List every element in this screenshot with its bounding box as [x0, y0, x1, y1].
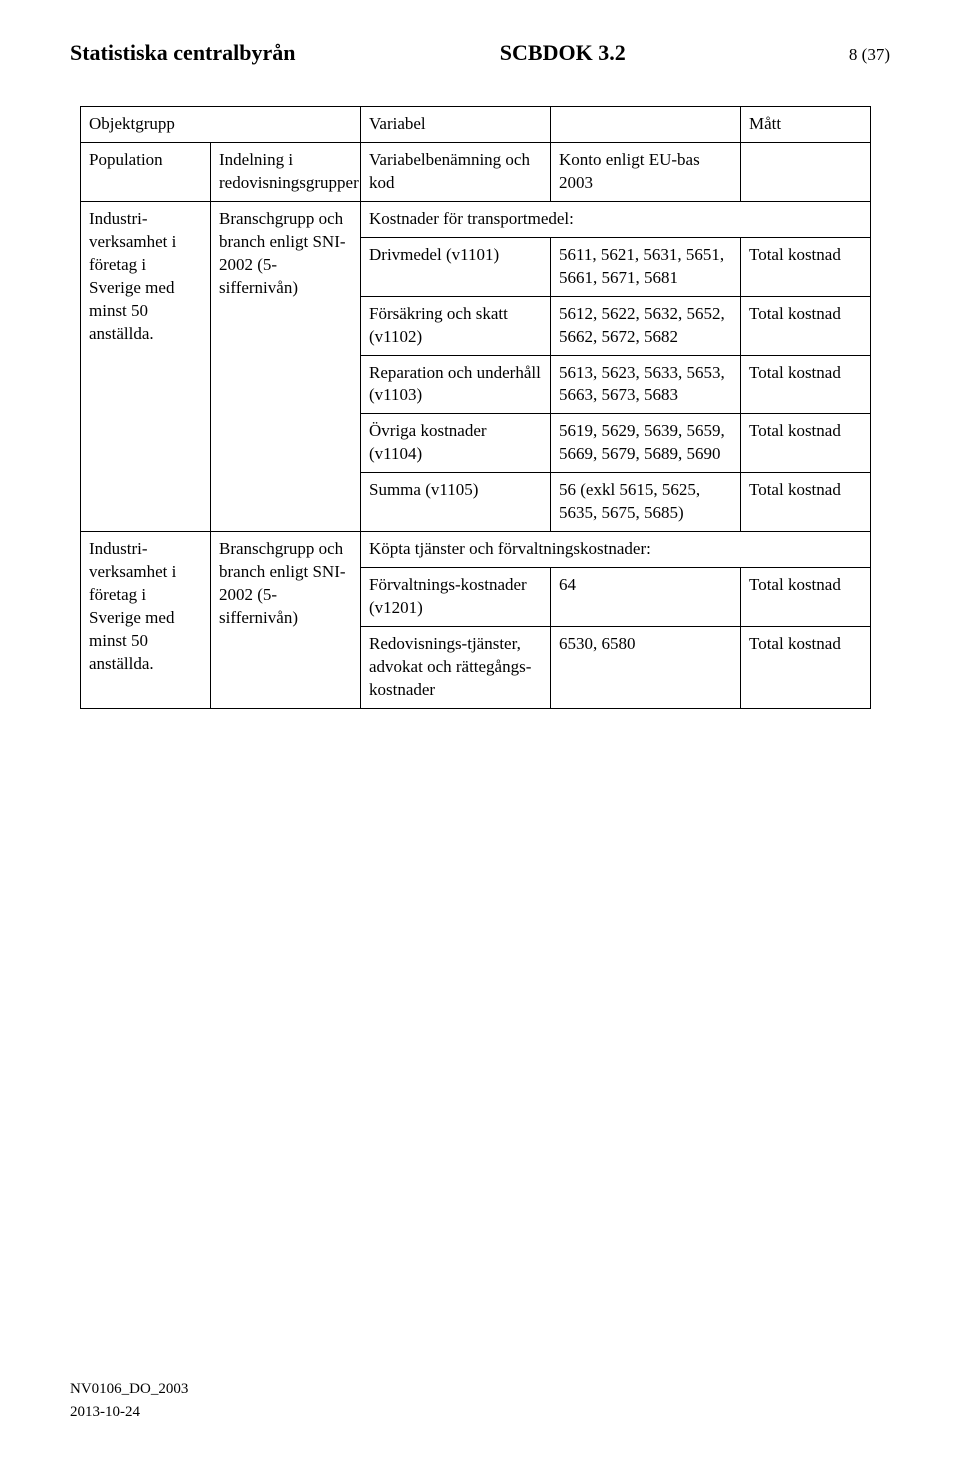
cell-matt: Total kostnad — [741, 626, 871, 708]
group2-population: Industri-verksamhet i företag i Sverige … — [81, 532, 211, 709]
table-title-row: Objektgrupp Variabel Mått — [81, 107, 871, 143]
header-left: Statistiska centralbyrån — [70, 40, 296, 66]
footer-date: 2013-10-24 — [70, 1401, 188, 1424]
group1-title-row: Industri-verksamhet i företag i Sverige … — [81, 201, 871, 237]
page: Statistiska centralbyrån SCBDOK 3.2 8 (3… — [0, 0, 960, 1463]
cell-matt: Total kostnad — [741, 296, 871, 355]
cell-var: Försäkring och skatt (v1102) — [361, 296, 551, 355]
cell-var: Reparation och underhåll (v1103) — [361, 355, 551, 414]
cell-matt: Total kostnad — [741, 355, 871, 414]
cell-konto: 64 — [551, 568, 741, 627]
page-header: Statistiska centralbyrån SCBDOK 3.2 8 (3… — [70, 40, 890, 66]
cell-matt: Total kostnad — [741, 568, 871, 627]
footer-doc-id: NV0106_DO_2003 — [70, 1378, 188, 1401]
group2-indelning: Branschgrupp och branch enligt SNI-2002 … — [211, 532, 361, 709]
header-center: SCBDOK 3.2 — [296, 40, 831, 66]
cell-konto: 56 (exkl 5615, 5625, 5635, 5675, 5685) — [551, 473, 741, 532]
cell-konto: 5619, 5629, 5639, 5659, 5669, 5679, 5689… — [551, 414, 741, 473]
sub-indelning: Indelning i redovisningsgrupper — [211, 142, 361, 201]
group1-population: Industri-verksamhet i företag i Sverige … — [81, 201, 211, 531]
cell-var: Drivmedel (v1101) — [361, 237, 551, 296]
th-objektgrupp: Objektgrupp — [81, 107, 361, 143]
sub-varbenamning: Variabelbenämning och kod — [361, 142, 551, 201]
cell-konto: 5611, 5621, 5631, 5651, 5661, 5671, 5681 — [551, 237, 741, 296]
cell-konto: 5612, 5622, 5632, 5652, 5662, 5672, 5682 — [551, 296, 741, 355]
group1-section-title: Kostnader för transportmedel: — [361, 201, 871, 237]
th-matt: Mått — [741, 107, 871, 143]
cell-matt: Total kostnad — [741, 473, 871, 532]
group2-title-row: Industri-verksamhet i företag i Sverige … — [81, 532, 871, 568]
cell-konto: 5613, 5623, 5633, 5653, 5663, 5673, 5683 — [551, 355, 741, 414]
header-right: 8 (37) — [830, 45, 890, 65]
group2-section-title: Köpta tjänster och förvaltningskostnader… — [361, 532, 871, 568]
main-table: Objektgrupp Variabel Mått Population Ind… — [80, 106, 871, 709]
sub-matt-empty — [741, 142, 871, 201]
cell-matt: Total kostnad — [741, 414, 871, 473]
cell-var: Summa (v1105) — [361, 473, 551, 532]
sub-population: Population — [81, 142, 211, 201]
group1-indelning: Branschgrupp och branch enligt SNI-2002 … — [211, 201, 361, 531]
th-variabel: Variabel — [361, 107, 551, 143]
sub-konto: Konto enligt EU-bas 2003 — [551, 142, 741, 201]
th-blank — [551, 107, 741, 143]
cell-konto: 6530, 6580 — [551, 626, 741, 708]
table-subheader-row: Population Indelning i redovisningsgrupp… — [81, 142, 871, 201]
cell-var: Redovisnings-tjänster, advokat och rätte… — [361, 626, 551, 708]
cell-var: Övriga kostnader (v1104) — [361, 414, 551, 473]
cell-matt: Total kostnad — [741, 237, 871, 296]
cell-var: Förvaltnings-kostnader (v1201) — [361, 568, 551, 627]
page-footer: NV0106_DO_2003 2013-10-24 — [70, 1378, 188, 1423]
